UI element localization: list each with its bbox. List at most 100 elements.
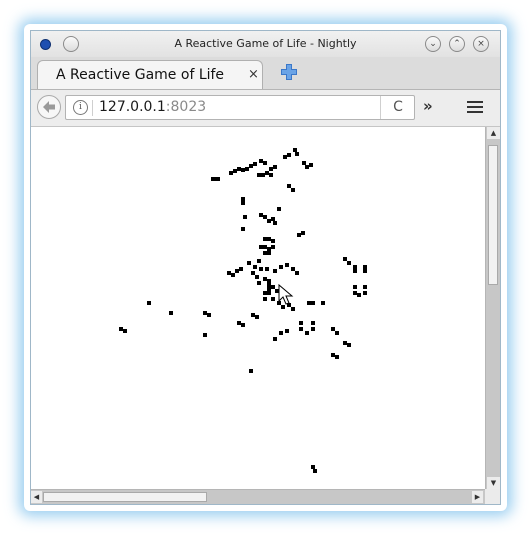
life-cell [335, 331, 339, 335]
life-cell [257, 281, 261, 285]
life-cell [203, 333, 207, 337]
life-cell [263, 291, 267, 295]
life-cell [241, 227, 245, 231]
life-cell [241, 197, 245, 201]
life-cell [297, 233, 301, 237]
vertical-scroll-thumb[interactable] [488, 145, 498, 285]
life-cell [331, 327, 335, 331]
life-cell [267, 251, 271, 255]
life-cell [271, 217, 275, 221]
vertical-scrollbar[interactable]: ▲ ▼ [485, 127, 500, 489]
scroll-right-arrow-icon[interactable]: ▶ [472, 491, 483, 503]
life-cell [311, 301, 315, 305]
browser-window: A Reactive Game of Life - Nightly ⌄ ⌃ × … [30, 30, 501, 505]
tab-label: A Reactive Game of Life [56, 67, 225, 83]
reload-button[interactable]: C [380, 96, 415, 119]
life-cell [273, 221, 277, 225]
title-bar: A Reactive Game of Life - Nightly ⌄ ⌃ × [31, 31, 500, 57]
life-cell [261, 173, 265, 177]
overflow-menu-button[interactable]: » [423, 97, 433, 115]
life-cell [271, 297, 275, 301]
life-cell [287, 153, 291, 157]
life-cell [279, 265, 283, 269]
life-cell [283, 155, 287, 159]
life-cell [363, 265, 367, 269]
life-cell [253, 162, 257, 166]
life-cell [211, 177, 215, 181]
close-window-button[interactable]: × [473, 36, 489, 52]
life-cell [269, 167, 273, 171]
url-host: 127.0.0.1 [99, 99, 166, 115]
life-cell [263, 251, 267, 255]
life-cell [353, 269, 357, 273]
life-cell [227, 271, 231, 275]
life-cell [123, 329, 127, 333]
life-cell [263, 277, 267, 281]
life-cell [277, 301, 281, 305]
life-cell [295, 271, 299, 275]
life-cell [259, 267, 263, 271]
url-separator [92, 100, 93, 116]
scroll-down-arrow-icon[interactable]: ▼ [487, 477, 500, 489]
life-cell [353, 285, 357, 289]
url-bar[interactable]: i 127.0.0.1:8023 C [65, 95, 415, 120]
life-cell [363, 285, 367, 289]
life-cell [291, 307, 295, 311]
life-cell [207, 313, 211, 317]
window-menu-icon[interactable] [63, 36, 79, 52]
hamburger-menu-icon[interactable] [467, 101, 483, 113]
life-cell [271, 285, 275, 289]
life-cell [281, 305, 285, 309]
scroll-left-arrow-icon[interactable]: ◀ [31, 491, 42, 503]
life-cell [267, 287, 271, 291]
life-cell [267, 237, 271, 241]
life-cell [243, 215, 247, 219]
tab-close-button[interactable]: × [248, 67, 259, 82]
life-cell [302, 161, 306, 165]
life-cell [263, 245, 267, 249]
life-cell [245, 167, 249, 171]
life-cell [295, 152, 299, 156]
life-cell [307, 301, 311, 305]
life-cell [299, 321, 303, 325]
life-cell [203, 311, 207, 315]
life-cell [275, 289, 279, 293]
life-cell [305, 331, 309, 335]
life-cell [299, 327, 303, 331]
life-cell [259, 159, 263, 163]
life-cell [291, 188, 295, 192]
life-cell [265, 267, 269, 271]
life-cell [119, 327, 123, 331]
life-cell [263, 237, 267, 241]
life-cell [293, 148, 297, 152]
life-cell [257, 259, 261, 263]
life-cell [253, 265, 257, 269]
mouse-cursor-icon [278, 283, 294, 305]
life-cell [269, 173, 273, 177]
page-content [31, 127, 485, 489]
back-button[interactable] [37, 95, 61, 119]
life-cell [285, 263, 289, 267]
url-text[interactable]: 127.0.0.1:8023 [99, 99, 206, 115]
life-cell [265, 171, 269, 175]
life-cell [267, 219, 271, 223]
minimize-button[interactable]: ⌄ [425, 36, 441, 52]
life-cell [353, 265, 357, 269]
horizontal-scrollbar[interactable]: ◀ ▶ [31, 489, 485, 504]
info-icon[interactable]: i [73, 100, 88, 115]
life-cell [267, 279, 271, 283]
game-of-life-board[interactable] [31, 127, 485, 489]
new-tab-button[interactable] [279, 62, 299, 82]
horizontal-scroll-thumb[interactable] [43, 492, 207, 502]
life-cell [216, 177, 220, 181]
maximize-button[interactable]: ⌃ [449, 36, 465, 52]
life-cell [311, 465, 315, 469]
life-cell [231, 273, 235, 277]
life-cell [287, 303, 291, 307]
life-cell [233, 169, 237, 173]
life-cell [363, 269, 367, 273]
life-cell [241, 323, 245, 327]
scroll-up-arrow-icon[interactable]: ▲ [487, 127, 500, 139]
tab-game-of-life[interactable]: A Reactive Game of Life × [37, 60, 263, 89]
life-cell [251, 271, 255, 275]
